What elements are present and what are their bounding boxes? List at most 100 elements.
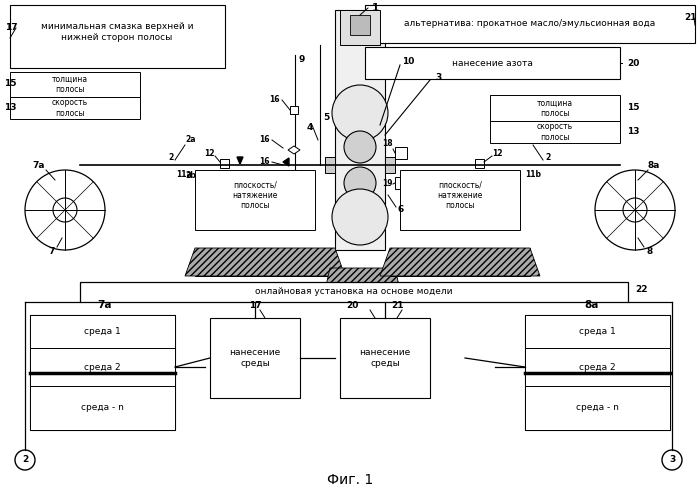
Bar [525,386,670,430]
Text: 21: 21 [685,13,697,22]
Text: скорость
полосы: скорость полосы [537,122,573,142]
Bar [335,10,385,250]
Text: 12: 12 [204,148,215,157]
Bar [30,348,175,386]
Text: 15: 15 [627,103,640,112]
Circle shape [595,170,675,250]
Circle shape [53,198,77,222]
Bar [30,386,175,430]
Polygon shape [288,146,300,154]
Bar [330,268,395,290]
Text: 9: 9 [299,55,305,64]
Text: 8a: 8a [584,300,599,310]
Bar [395,177,407,189]
Bar [525,315,670,430]
Text: 18: 18 [382,139,393,148]
Bar [385,157,395,173]
Text: 10: 10 [402,57,414,66]
Text: нанесение азота: нанесение азота [452,58,533,67]
Text: онлайновая установка на основе модели: онлайновая установка на основе модели [256,288,453,297]
Bar [490,121,620,143]
Text: среда 1: среда 1 [579,327,615,336]
Text: 22: 22 [635,286,648,295]
Circle shape [662,450,682,470]
Bar [390,248,530,276]
Text: 3: 3 [669,455,675,464]
Text: 16: 16 [260,157,270,166]
Text: 20: 20 [346,300,358,309]
Circle shape [15,450,35,470]
Bar [10,5,225,68]
Text: 2: 2 [545,152,550,161]
Text: среда 2: среда 2 [579,362,615,372]
Text: толщина
полосы: толщина полосы [537,99,573,118]
Bar [525,315,670,348]
Text: 4: 4 [307,123,313,133]
Polygon shape [185,248,345,276]
Polygon shape [325,268,400,290]
Bar [290,106,298,114]
Text: 2: 2 [22,455,28,464]
Text: 11b: 11b [525,170,541,179]
Text: 13: 13 [4,103,17,112]
Text: 8: 8 [647,248,653,256]
Bar [340,10,380,45]
Circle shape [344,131,376,163]
Polygon shape [237,157,243,164]
Text: среда 1: среда 1 [83,327,120,336]
Circle shape [623,198,647,222]
Text: 3: 3 [435,72,441,82]
Polygon shape [283,158,289,166]
Bar [400,170,520,230]
Circle shape [332,189,388,245]
Text: 17: 17 [248,300,261,309]
Bar [10,72,140,97]
Bar [325,157,335,173]
Text: 16: 16 [260,136,270,145]
Bar [395,147,407,159]
Text: 5: 5 [323,113,329,122]
Text: 12: 12 [492,148,503,157]
Bar [490,95,620,121]
Text: 17: 17 [5,23,18,33]
Text: плоскость/
натяжение
полосы: плоскость/ натяжение полосы [438,180,483,210]
Bar [210,318,300,398]
Bar [340,318,430,398]
Text: 20: 20 [627,58,639,67]
Bar [525,348,670,386]
Text: 8a: 8a [648,160,660,169]
Circle shape [25,170,105,250]
Bar [220,159,229,168]
Text: Фиг. 1: Фиг. 1 [327,473,373,487]
Bar [475,159,484,168]
Text: 7: 7 [49,248,55,256]
Text: 19: 19 [382,179,393,188]
Text: 11a: 11a [176,170,192,179]
Bar [30,315,175,348]
Text: среда - n: среда - n [80,403,123,412]
Text: 13: 13 [627,128,640,137]
Text: альтернатива: прокатное масло/эмульсионная вода: альтернатива: прокатное масло/эмульсионн… [405,19,656,29]
Text: 2a: 2a [185,136,195,145]
Text: 7a: 7a [98,300,112,310]
Circle shape [332,85,388,141]
Text: толщина
полосы: толщина полосы [52,74,88,94]
Text: скорость
полосы: скорость полосы [52,99,88,118]
Text: среда - n: среда - n [575,403,618,412]
Bar [365,5,695,43]
Text: 15: 15 [4,80,17,89]
Bar [10,97,140,119]
Text: 21: 21 [391,300,403,309]
Text: 7a: 7a [32,160,45,169]
Polygon shape [380,248,540,276]
Bar [195,170,315,230]
Text: 2b: 2b [185,170,196,180]
Text: плоскость/
натяжение
полосы: плоскость/ натяжение полосы [232,180,278,210]
Bar [350,15,370,35]
Text: минимальная смазка верхней и
нижней сторон полосы: минимальная смазка верхней и нижней стор… [41,22,193,42]
Text: среда 2: среда 2 [84,362,120,372]
Bar [30,315,175,430]
Bar [365,47,620,79]
Text: 16: 16 [270,96,280,104]
Text: нанесение
среды: нанесение среды [359,348,411,368]
